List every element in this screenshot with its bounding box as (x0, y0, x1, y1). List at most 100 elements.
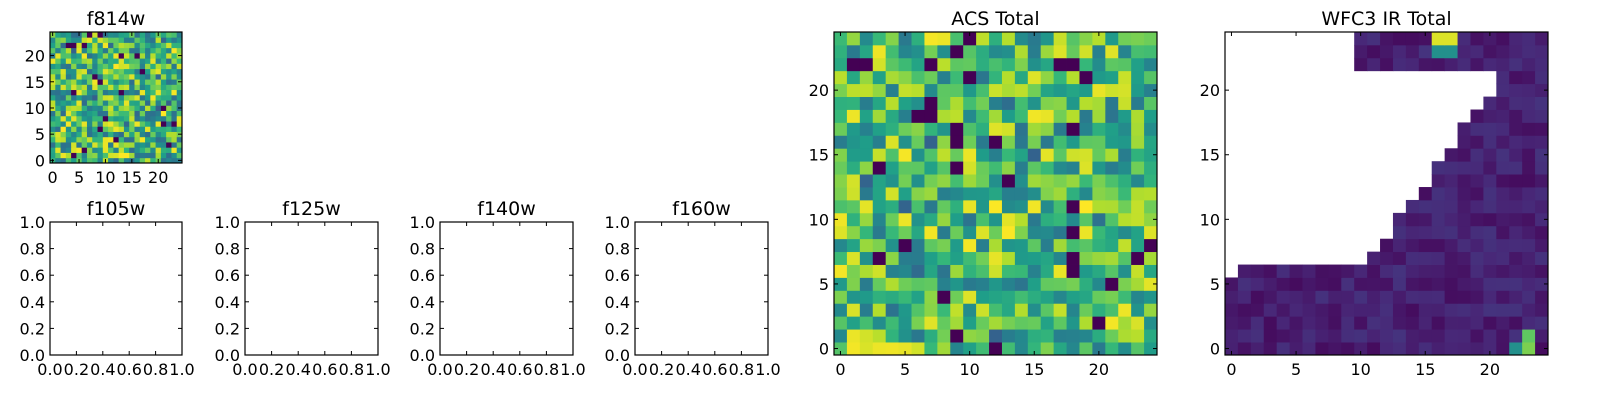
heatmap-cell (1289, 290, 1303, 304)
heatmap-cell (911, 303, 925, 317)
heatmap-cell (118, 47, 125, 54)
heatmap-cell (1522, 109, 1536, 123)
heatmap-cell (1431, 277, 1446, 291)
heatmap-cell (1092, 174, 1106, 188)
heatmap-cell (1105, 135, 1119, 149)
heatmap-cell (834, 70, 848, 85)
heatmap-cell (1483, 187, 1497, 201)
heatmap-cell (1509, 161, 1523, 175)
heatmap-cell (81, 79, 88, 85)
heatmap-cell (139, 32, 146, 38)
heatmap-cell (81, 68, 88, 75)
heatmap-cell (1053, 122, 1067, 136)
heatmap-cell (123, 79, 130, 85)
heatmap-cell (1237, 290, 1252, 304)
heatmap-cell (160, 157, 167, 164)
heatmap-cell (1522, 264, 1536, 278)
heatmap-cell (1354, 57, 1368, 72)
heatmap-cell (976, 161, 990, 175)
heatmap-cell (1535, 225, 1549, 240)
heatmap-cell (1001, 329, 1016, 343)
heatmap-cell (1302, 342, 1316, 356)
heatmap-cell (911, 199, 925, 214)
heatmap-cell (950, 135, 964, 149)
heatmap-cell (1105, 174, 1119, 188)
heatmap-cell (1105, 225, 1119, 240)
heatmap-cell (1392, 316, 1407, 330)
heatmap-cell (139, 63, 146, 70)
heatmap-cell (176, 42, 183, 49)
heatmap-cell (1066, 329, 1080, 343)
heatmap-cell (1535, 303, 1549, 317)
heatmap-cell (1535, 277, 1549, 291)
heatmap-cell (123, 89, 130, 96)
heatmap-cell (859, 316, 874, 330)
heatmap-cell (846, 174, 861, 188)
heatmap-cell (1040, 238, 1055, 253)
heatmap-cell (911, 342, 925, 356)
heatmap-cell (81, 84, 88, 91)
heatmap-cell (1431, 303, 1446, 317)
heatmap-cell (937, 225, 951, 240)
heatmap-cell (1431, 251, 1446, 265)
heatmap-cell (108, 37, 114, 43)
y-tick-label: 10 (25, 99, 45, 118)
heatmap-cell (1470, 290, 1484, 304)
heatmap-cell (1001, 238, 1016, 253)
heatmap-cell (1040, 57, 1055, 72)
heatmap-cell (65, 68, 72, 75)
heatmap-cell (963, 83, 977, 97)
heatmap-cell (76, 42, 83, 49)
heatmap-cell (834, 148, 848, 162)
heatmap-cell (176, 68, 183, 75)
heatmap-cell (71, 84, 77, 91)
heatmap-cell (976, 342, 990, 356)
heatmap-cell (108, 136, 114, 143)
heatmap-cell (1328, 316, 1342, 330)
heatmap-cell (171, 142, 178, 148)
heatmap-cell (160, 142, 167, 148)
heatmap-cell (1418, 290, 1433, 304)
heatmap-cell (950, 122, 964, 136)
heatmap-cell (1431, 44, 1446, 59)
heatmap-cell (1457, 44, 1471, 59)
heatmap-cell (150, 136, 156, 143)
heatmap-cell (1535, 212, 1549, 227)
heatmap-cell (1418, 32, 1433, 46)
heatmap-cell (859, 174, 874, 188)
heatmap-cell (176, 47, 183, 54)
heatmap-cell (898, 264, 912, 278)
heatmap-cell (1522, 238, 1536, 253)
heatmap-cell (1053, 290, 1067, 304)
heatmap-cell (55, 32, 61, 38)
heatmap-cell (1105, 122, 1119, 136)
heatmap-cell (1001, 316, 1016, 330)
heatmap-cell (1066, 57, 1080, 72)
heatmap-cell (65, 37, 72, 43)
heatmap-cell (859, 225, 874, 240)
heatmap-cell (1470, 122, 1484, 136)
heatmap-cell (1276, 342, 1290, 356)
heatmap-cell (1040, 303, 1055, 317)
heatmap-cell (1418, 277, 1433, 291)
heatmap-cell (155, 73, 162, 80)
heatmap-cell (166, 79, 172, 85)
heatmap-cell (134, 89, 141, 96)
heatmap-cell (81, 73, 88, 80)
heatmap-cell (76, 79, 83, 85)
heatmap-cell (989, 187, 1003, 201)
heatmap-cell (60, 68, 67, 75)
heatmap-cell (92, 110, 98, 117)
heatmap-cell (1040, 342, 1055, 356)
heatmap-cell (134, 147, 141, 153)
heatmap-cell (937, 264, 951, 278)
heatmap-cell (846, 264, 861, 278)
heatmap-cell (86, 142, 93, 148)
heatmap-cell (924, 174, 938, 188)
heatmap-cell (1496, 290, 1510, 304)
heatmap-cell (1001, 199, 1016, 214)
heatmap-cell (160, 89, 167, 96)
heatmap-cell (950, 303, 964, 317)
heatmap-cell (55, 58, 61, 64)
